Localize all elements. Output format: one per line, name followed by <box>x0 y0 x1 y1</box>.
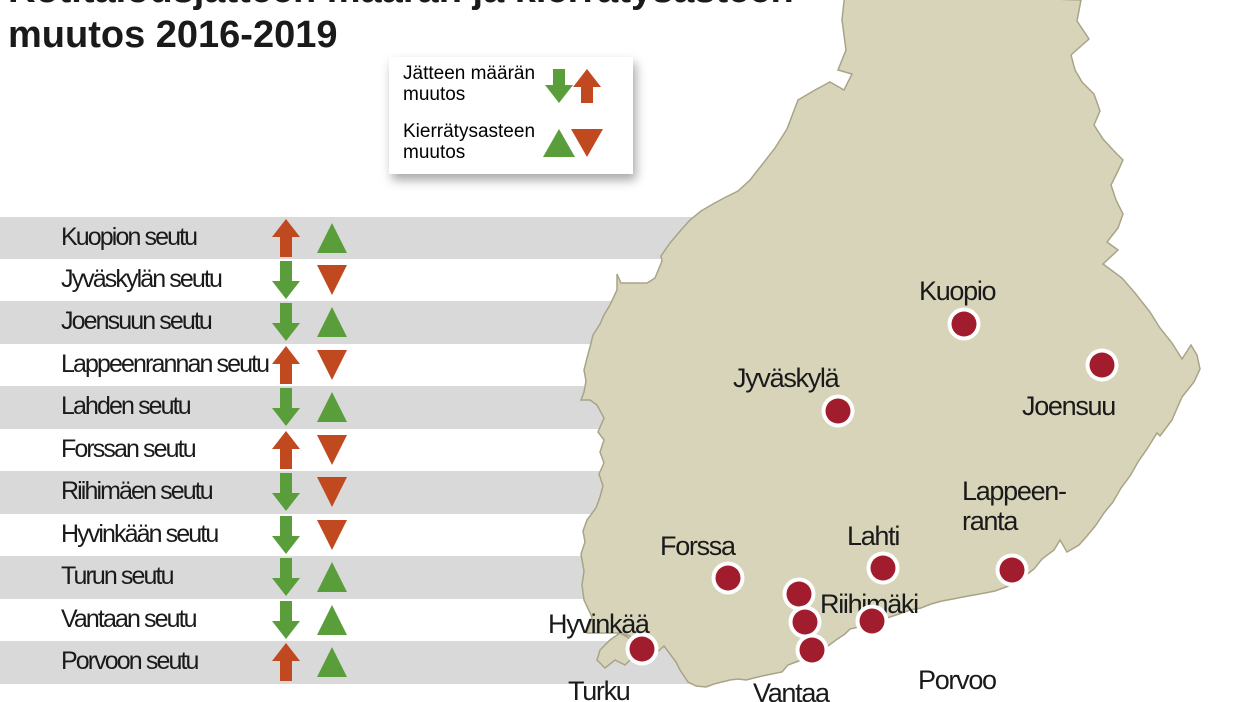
svg-text:Joensuu: Joensuu <box>1022 391 1115 421</box>
svg-text:Vantaa: Vantaa <box>753 678 831 702</box>
svg-text:Forssa: Forssa <box>660 531 737 561</box>
svg-text:Hyvinkää: Hyvinkää <box>548 609 651 639</box>
svg-text:Porvoo: Porvoo <box>918 665 996 695</box>
svg-text:Turku: Turku <box>568 676 630 702</box>
svg-text:Lappeen-: Lappeen- <box>962 476 1066 506</box>
svg-text:ranta: ranta <box>962 506 1019 536</box>
svg-text:Jyväskylä: Jyväskylä <box>733 363 841 393</box>
svg-text:Kuopio: Kuopio <box>919 276 996 306</box>
svg-text:Lahti: Lahti <box>847 521 899 551</box>
